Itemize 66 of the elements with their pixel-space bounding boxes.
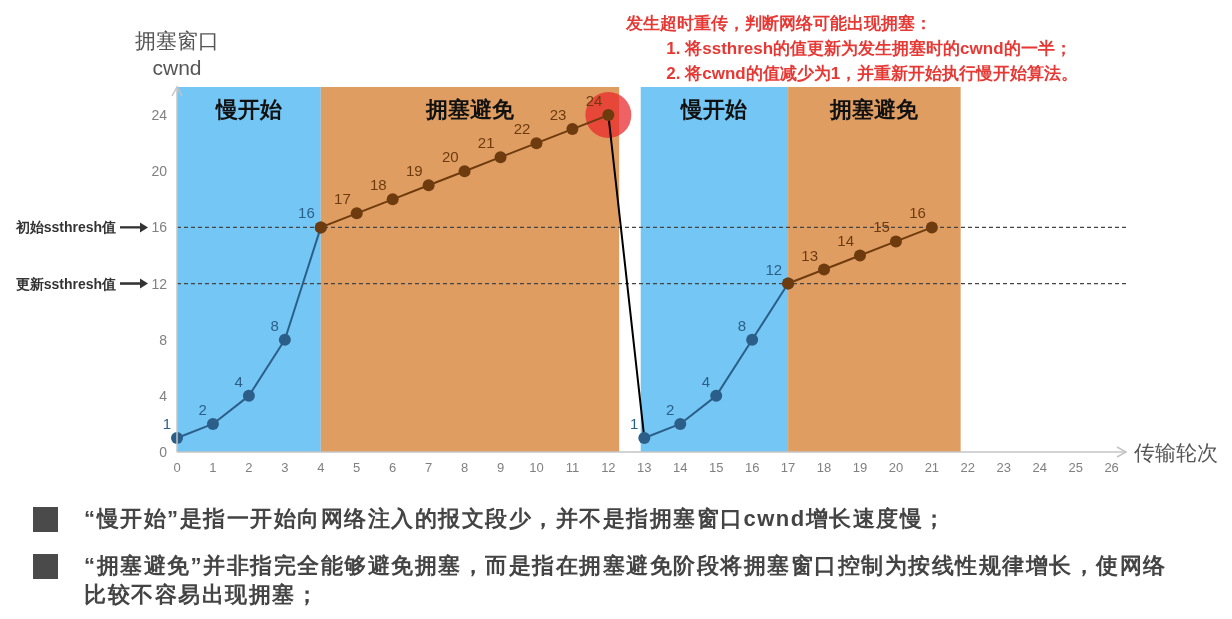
x-tick-label: 10: [529, 460, 544, 475]
data-label: 23: [549, 106, 567, 124]
ref-line-label: 初始ssthresh值: [14, 219, 116, 236]
x-tick-label: 23: [996, 460, 1012, 475]
band-label: 慢开始: [679, 97, 748, 122]
y-tick-label: 20: [151, 163, 168, 180]
x-tick-label: 17: [780, 460, 796, 475]
x-tick-label: 4: [317, 460, 325, 475]
x-tick-label: 16: [744, 460, 760, 475]
x-tick-label: 2: [245, 460, 253, 475]
x-tick-label: 7: [425, 460, 433, 475]
data-label: 1: [629, 414, 639, 432]
x-tick-label: 25: [1068, 460, 1083, 475]
band-label: 拥塞避免: [829, 97, 920, 122]
x-tick-label: 19: [852, 460, 868, 475]
x-tick-label: 14: [673, 460, 688, 475]
data-label: 1: [162, 414, 171, 432]
y-tick-label: 8: [159, 331, 168, 348]
data-label: 22: [513, 120, 531, 138]
y-tick-label: 24: [151, 107, 168, 124]
data-label: 13: [801, 246, 819, 264]
data-label: 8: [737, 316, 747, 334]
ref-line-label: 更新ssthresh值: [15, 275, 116, 292]
x-tick-label: 18: [816, 460, 832, 475]
x-tick-label: 24: [1032, 460, 1047, 475]
x-tick-label: 22: [960, 460, 976, 475]
y-tick-label: 4: [159, 387, 168, 404]
data-label: 21: [477, 134, 495, 152]
data-label: 16: [298, 204, 315, 222]
data-label: 16: [909, 204, 926, 222]
x-tick-label: 13: [637, 460, 652, 475]
data-label: 2: [198, 400, 207, 418]
data-label: 2: [665, 400, 675, 418]
data-label: 20: [441, 148, 459, 166]
x-tick-label: 5: [353, 460, 361, 475]
x-tick-label: 11: [565, 460, 580, 475]
x-tick-label: 20: [888, 460, 904, 475]
annotation: 发生超时重传，判断网络可能出现拥塞： 1. 将ssthresh的值更新为发生拥塞时的cwnd的一半； 2. 将cwnd的值减少为1，并重新开始执行慢开始算法。: [625, 14, 1079, 83]
y-tick-label: 0: [159, 444, 168, 460]
data-label: 18: [369, 176, 387, 194]
x-tick-label: 1: [209, 460, 217, 475]
y-axis-title: 拥塞窗口 cwnd: [135, 29, 219, 79]
band-label: 慢开始: [213, 97, 282, 122]
x-tick-label: 9: [496, 460, 505, 475]
x-tick-label: 0: [173, 460, 181, 475]
x-tick-label: 8: [460, 460, 469, 475]
data-label: 8: [270, 316, 279, 334]
x-tick-label: 21: [924, 460, 940, 475]
text: “慢开始”是指一开始向网络注入的报文段少，并不是指拥塞窗口cwnd增长速度慢；: [84, 505, 948, 533]
text: “拥塞避免”并非指完全能够避免拥塞，而是指在拥塞避免阶段将拥塞窗口控制为按线性规律增长，使网络比较不容易出现拥塞；: [84, 552, 1168, 609]
y-tick-label: 12: [151, 275, 168, 292]
x-tick-label: 3: [281, 460, 289, 475]
data-label: 14: [837, 232, 854, 250]
x-axis-title: 传输轮次: [1134, 441, 1218, 464]
data-label: 15: [873, 218, 890, 236]
y-tick-label: 16: [151, 219, 168, 236]
data-label: 19: [405, 162, 423, 180]
data-label: 4: [234, 372, 243, 390]
data-label: 12: [765, 260, 783, 278]
x-tick-label: 15: [708, 460, 724, 475]
data-label: 4: [701, 372, 711, 390]
x-tick-label: 26: [1104, 460, 1119, 475]
x-tick-label: 6: [389, 460, 397, 475]
x-tick-label: 12: [601, 460, 616, 475]
data-label: 17: [334, 190, 351, 208]
band-label: 拥塞避免: [424, 97, 515, 122]
